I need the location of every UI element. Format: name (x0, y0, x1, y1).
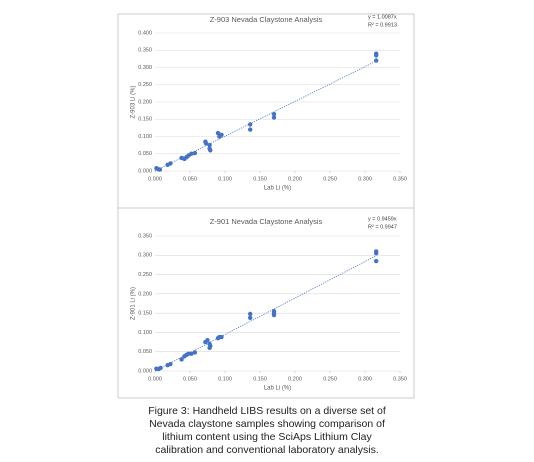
y-tick-label: 0.350 (138, 233, 152, 239)
y-tick-label: 0.350 (138, 48, 152, 54)
data-point (271, 312, 277, 318)
y-tick-label: 0.100 (138, 134, 152, 140)
data-point (374, 258, 379, 264)
data-point (219, 334, 224, 340)
chart-title: Z-903 Nevada Claystone Analysis (210, 15, 323, 24)
r-squared: R² = 0.9913 (368, 22, 397, 28)
x-tick-label: 0.200 (288, 176, 302, 182)
caption: calibration and conventional laboratory … (155, 444, 379, 456)
data-point (168, 361, 173, 367)
x-tick-label: 0.050 (183, 176, 197, 182)
caption: lithium content using the SciAps Lithium… (162, 431, 372, 443)
data-point (374, 53, 379, 58)
data-point (192, 150, 198, 156)
data-point (158, 365, 163, 371)
r-squared: R² = 0.9947 (368, 224, 397, 230)
data-point (208, 148, 213, 153)
data-point (205, 337, 210, 343)
data-point (271, 111, 277, 117)
x-tick-label: 0.250 (323, 176, 337, 182)
y-tick-label: 0.000 (138, 168, 152, 174)
data-point (157, 167, 163, 172)
caption: Figure 3: Handheld LIBS results on a div… (148, 405, 386, 417)
data-point (219, 132, 224, 137)
x-tick-label: 0.350 (393, 376, 407, 382)
chart-title: Z-901 Nevada Claystone Analysis (210, 217, 323, 226)
data-point (208, 343, 213, 349)
data-point (248, 311, 253, 317)
y-tick-label: 0.200 (138, 99, 152, 105)
x-tick-label: 0.050 (183, 376, 197, 382)
data-point (215, 130, 221, 136)
y-tick-label: 0.100 (138, 330, 152, 336)
data-point (374, 251, 379, 256)
y-tick-label: 0.150 (138, 117, 152, 123)
y-tick-label: 0.400 (138, 30, 152, 36)
y-tick-label: 0.050 (138, 151, 152, 157)
data-point (271, 115, 277, 120)
data-point (189, 351, 194, 356)
data-point (248, 127, 253, 132)
x-tick-label: 0.350 (393, 176, 407, 182)
x-tick-label: 0.100 (218, 176, 232, 182)
data-point (203, 141, 209, 146)
y-tick-label: 0.000 (138, 368, 152, 374)
data-point (248, 122, 253, 127)
data-point (168, 161, 173, 166)
x-tick-label: 0.150 (253, 176, 267, 182)
y-axis-label: Z-903 Li (%) (131, 85, 137, 118)
x-axis-label: Lab Li (%) (264, 386, 291, 392)
y-tick-label: 0.050 (138, 349, 152, 355)
x-tick-label: 0.000 (148, 176, 162, 182)
x-tick-label: 0.000 (148, 376, 162, 382)
x-tick-label: 0.200 (288, 376, 302, 382)
data-point (189, 151, 194, 156)
data-point (374, 58, 379, 63)
y-axis-label: Z-901 Li (%) (131, 287, 137, 320)
y-tick-label: 0.300 (138, 253, 152, 259)
equation: y = 1.0087x (368, 14, 397, 20)
y-tick-label: 0.250 (138, 272, 152, 278)
equation: y = 0.9459x (368, 216, 397, 222)
x-tick-label: 0.100 (218, 376, 232, 382)
x-axis-label: Lab Li (%) (264, 186, 291, 192)
x-tick-label: 0.150 (253, 376, 267, 382)
y-tick-label: 0.300 (138, 65, 152, 71)
x-tick-label: 0.300 (358, 376, 372, 382)
data-point (207, 142, 212, 148)
x-tick-label: 0.300 (358, 176, 372, 182)
data-point (179, 357, 184, 362)
chart-frame (117, 13, 415, 399)
data-point (248, 315, 253, 320)
y-tick-label: 0.200 (138, 291, 152, 297)
y-tick-label: 0.250 (138, 82, 152, 88)
y-tick-label: 0.150 (138, 311, 152, 317)
caption: Nevada claystone samples showing compari… (149, 418, 385, 430)
x-tick-label: 0.250 (323, 376, 337, 382)
data-point (192, 350, 198, 355)
